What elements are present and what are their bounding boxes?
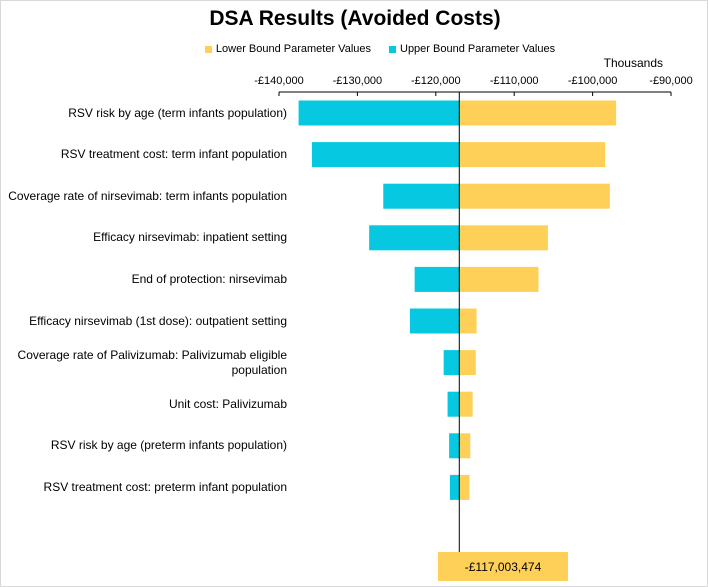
baseline-value-label: -£117,003,474 bbox=[464, 559, 542, 574]
bar-lower bbox=[459, 266, 539, 292]
x-tick-label: -£90,000 bbox=[649, 75, 692, 87]
x-tick-label: -£120,000 bbox=[411, 75, 461, 87]
category-label: RSV risk by age (term infants population… bbox=[68, 105, 287, 120]
legend-label-lower: Lower Bound Parameter Values bbox=[215, 43, 371, 55]
bar-lower bbox=[459, 391, 473, 417]
bar-lower bbox=[459, 350, 476, 376]
x-tick-label: -£130,000 bbox=[333, 75, 383, 87]
bar-lower bbox=[459, 142, 606, 168]
category-label: RSV risk by age (preterm infants populat… bbox=[50, 438, 287, 453]
baseline-value-box: -£117,003,474 bbox=[438, 552, 568, 581]
category-label: RSV treatment cost: preterm infant popul… bbox=[43, 479, 287, 494]
category-label: End of protection: nirsevimab bbox=[131, 271, 287, 286]
bar-upper bbox=[443, 350, 460, 376]
legend-item-upper: Upper Bound Parameter Values bbox=[389, 43, 555, 55]
bar-upper bbox=[414, 266, 460, 292]
bar-lower bbox=[459, 433, 471, 459]
bar-lower bbox=[459, 474, 470, 500]
category-label: Unit cost: Palivizumab bbox=[168, 396, 287, 411]
bar-lower bbox=[459, 183, 610, 209]
units-label: Thousands bbox=[603, 56, 663, 70]
bar-upper bbox=[409, 308, 460, 334]
bar-upper bbox=[449, 474, 460, 500]
x-tick-label: -£110,000 bbox=[490, 75, 539, 87]
x-tick-label: -£140,000 bbox=[254, 75, 304, 87]
chart-title: DSA Results (Avoided Costs) bbox=[209, 7, 501, 30]
category-label: Efficacy nirsevimab (1st dose): outpatie… bbox=[29, 313, 287, 328]
legend-swatch-upper bbox=[389, 45, 396, 53]
bar-upper bbox=[447, 391, 460, 417]
chart-legend: Lower Bound Parameter Values Upper Bound… bbox=[1, 43, 708, 55]
bar-lower bbox=[459, 308, 477, 334]
bar-upper bbox=[383, 183, 460, 209]
legend-swatch-lower bbox=[204, 45, 212, 53]
legend-item-lower: Lower Bound Parameter Values bbox=[204, 43, 371, 55]
legend-label-upper: Upper Bound Parameter Values bbox=[400, 43, 556, 55]
bar-lower bbox=[459, 100, 617, 126]
category-label: RSV treatment cost: term infant populati… bbox=[60, 147, 287, 162]
bar-upper bbox=[449, 433, 460, 459]
bar-upper bbox=[311, 142, 460, 168]
category-label: Coverage rate of Palivizumab: Palivizuma… bbox=[17, 347, 287, 377]
category-label: Coverage rate of nirsevimab: term infant… bbox=[8, 188, 287, 203]
bar-upper bbox=[298, 100, 460, 126]
bar-lower bbox=[459, 225, 548, 251]
category-label: Efficacy nirsevimab: inpatient setting bbox=[93, 230, 287, 245]
x-tick-label: -£100,000 bbox=[568, 75, 618, 87]
bar-upper bbox=[369, 225, 460, 251]
